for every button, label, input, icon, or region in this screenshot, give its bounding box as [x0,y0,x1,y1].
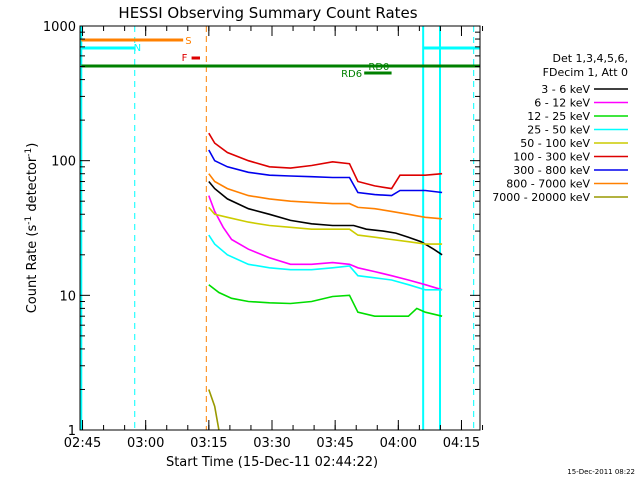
legend-label: 800 - 7000 keV [506,178,590,191]
series-line-3 [208,284,443,317]
series-line-7 [208,149,443,197]
y-axis-label-sup1: -1 [24,216,34,225]
annotation-n-label: N [134,43,141,54]
y-tick-label: 100 [51,155,76,170]
footer-date: 15-Dec-2011 08:22 [567,468,635,476]
annotation-rd6-label: RD6 [341,69,362,80]
series-line-4 [208,234,443,291]
legend-header-1: Det 1,3,4,5,6, [552,52,628,65]
legend-label: 300 - 800 keV [513,164,590,177]
legend-label: 3 - 6 keV [541,83,590,96]
y-tick-label: 1 [68,424,76,439]
legend-label: 50 - 100 keV [520,137,590,150]
series-line-8 [208,173,443,220]
series-line-6 [208,132,443,190]
axes: 1 10 100 1000 02:45 03:00 03:15 03:30 03:45 04:00… [43,20,484,451]
x-axis-label: Start Time (15-Dec-11 02:44:22) [166,455,378,470]
x-tick-label: 03:15 [190,436,227,451]
series-line-9 [208,389,220,431]
series-layer [208,132,443,431]
chart-title: HESSI Observing Summary Count Rates [118,4,417,22]
legend-label: 25 - 50 keV [527,124,590,137]
legend-label: 7000 - 20000 keV [492,191,590,204]
y-tick-label: 1000 [43,20,76,35]
y-axis-label: Count Rate (s-1 detector-1) [24,143,40,314]
annotations: S N F RD0 RD6 [80,26,480,430]
legend-header-2: FDecim 1, Att 0 [543,66,628,79]
y-tick-label: 10 [59,289,76,304]
plot-frame [79,25,481,431]
legend-label: 6 - 12 keV [534,97,590,110]
annotation-f-label: F [182,53,188,64]
x-tick-label: 02:45 [64,436,101,451]
x-tick-label: 03:00 [127,436,164,451]
series-line-1 [208,180,443,256]
series-line-2 [208,195,443,291]
series-line-5 [208,206,443,245]
x-tick-label: 04:00 [380,436,417,451]
annotation-s-label: S [185,36,191,47]
y-axis-label-mid: detector [25,156,40,216]
x-tick-label: 03:45 [316,436,353,451]
x-tick-label: 04:15 [443,436,480,451]
y-axis-label-sup2: -1 [24,148,34,157]
y-axis-label-end: ) [25,143,40,148]
legend-label: 12 - 25 keV [527,110,590,123]
x-tick-label: 03:30 [253,436,290,451]
annotation-rd0-label: RD0 [368,62,389,73]
y-axis-label-main: Count Rate (s [25,225,40,314]
legend-label: 100 - 300 keV [513,151,590,164]
legend: Det 1,3,4,5,6, FDecim 1, Att 0 3 - 6 keV… [492,52,628,204]
